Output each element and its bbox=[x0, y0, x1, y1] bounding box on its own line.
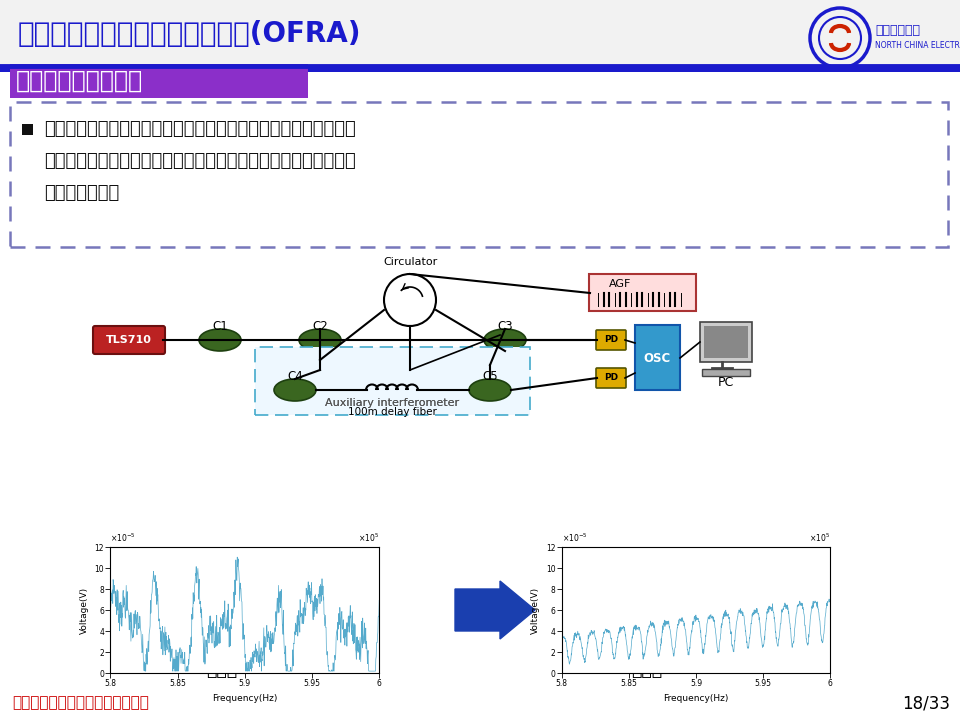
Text: 添加辅助干涉仪获取光源频率变化信息，对主干涉仪信号进行三次: 添加辅助干涉仪获取光源频率变化信息，对主干涉仪信号进行三次 bbox=[44, 120, 356, 138]
Ellipse shape bbox=[484, 329, 526, 351]
Text: C2: C2 bbox=[312, 320, 328, 333]
Bar bbox=[704, 326, 748, 358]
Text: C3: C3 bbox=[497, 320, 513, 333]
FancyBboxPatch shape bbox=[635, 325, 680, 390]
Text: $\times10^5$: $\times10^5$ bbox=[358, 532, 379, 544]
FancyBboxPatch shape bbox=[596, 330, 626, 350]
Ellipse shape bbox=[199, 329, 241, 351]
Text: $\times10^{-5}$: $\times10^{-5}$ bbox=[562, 532, 588, 544]
Text: 18/33: 18/33 bbox=[902, 694, 950, 712]
Text: C4: C4 bbox=[287, 369, 302, 382]
FancyBboxPatch shape bbox=[589, 274, 696, 311]
Y-axis label: Voltage(V): Voltage(V) bbox=[531, 587, 540, 634]
Text: 能分辨的问题。: 能分辨的问题。 bbox=[44, 184, 119, 202]
Bar bbox=[10, 64, 308, 98]
Text: PC: PC bbox=[718, 376, 734, 389]
Text: C5: C5 bbox=[482, 369, 498, 382]
Text: 中国电工技术学会新媒体平台发布: 中国电工技术学会新媒体平台发布 bbox=[12, 696, 149, 711]
FancyBboxPatch shape bbox=[596, 368, 626, 388]
Text: $\times10^5$: $\times10^5$ bbox=[809, 532, 830, 544]
FancyArrow shape bbox=[455, 581, 535, 639]
FancyBboxPatch shape bbox=[255, 347, 530, 415]
Text: $\times10^{-5}$: $\times10^{-5}$ bbox=[110, 532, 136, 544]
Ellipse shape bbox=[299, 329, 341, 351]
Text: Circulator: Circulator bbox=[383, 257, 437, 267]
Text: Auxiliary interferometer: Auxiliary interferometer bbox=[324, 398, 459, 408]
X-axis label: Frequency(Hz): Frequency(Hz) bbox=[663, 694, 729, 703]
Text: 补偿后: 补偿后 bbox=[632, 661, 662, 679]
Ellipse shape bbox=[274, 379, 316, 401]
FancyBboxPatch shape bbox=[93, 326, 165, 354]
Text: 变压器绕组变形光纤分布式传感(OFRA): 变压器绕组变形光纤分布式传感(OFRA) bbox=[18, 20, 362, 48]
Text: PD: PD bbox=[604, 374, 618, 382]
Bar bbox=[702, 369, 750, 376]
Ellipse shape bbox=[469, 379, 511, 401]
Text: 华北电力大学: 华北电力大学 bbox=[875, 24, 920, 37]
Text: AGF: AGF bbox=[609, 279, 631, 289]
Bar bbox=[700, 322, 752, 362]
Y-axis label: Voltage(V): Voltage(V) bbox=[80, 587, 89, 634]
Text: Auxiliary interferometer: Auxiliary interferometer bbox=[324, 398, 459, 408]
Text: 光源非线性补偿研究: 光源非线性补偿研究 bbox=[16, 69, 143, 93]
X-axis label: Frequency(Hz): Frequency(Hz) bbox=[212, 694, 277, 703]
Bar bbox=[0, 0, 960, 65]
Text: NORTH CHINA ELECTRIC POWER UNIVERSITY: NORTH CHINA ELECTRIC POWER UNIVERSITY bbox=[875, 40, 960, 50]
Text: PD: PD bbox=[604, 336, 618, 344]
Text: 补偿前: 补偿前 bbox=[206, 661, 237, 679]
Text: 100m delay fiber: 100m delay fiber bbox=[348, 407, 437, 417]
Circle shape bbox=[384, 274, 436, 326]
Text: 样条插值，较好的补偿了光源非线性，解决了距离域中各个位置不: 样条插值，较好的补偿了光源非线性，解决了距离域中各个位置不 bbox=[44, 152, 356, 170]
Bar bbox=[0, 66, 960, 72]
Text: TLS710: TLS710 bbox=[106, 335, 152, 345]
FancyBboxPatch shape bbox=[10, 102, 948, 247]
Text: C1: C1 bbox=[212, 320, 228, 333]
Text: OSC: OSC bbox=[643, 351, 671, 364]
Bar bbox=[22, 124, 33, 135]
